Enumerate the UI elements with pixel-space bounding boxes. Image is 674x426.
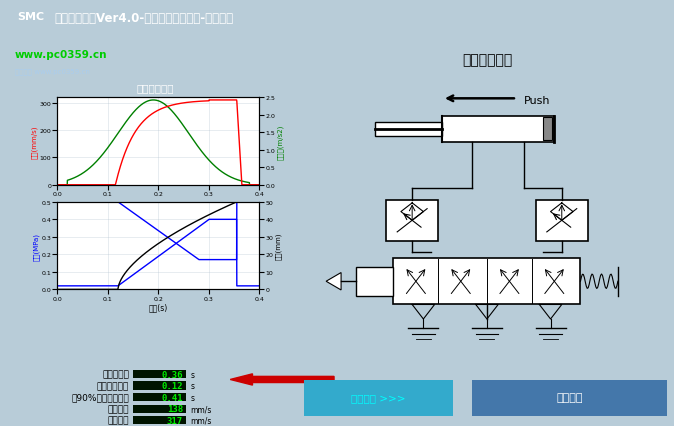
FancyArrow shape — [231, 374, 334, 385]
Bar — [133, 405, 186, 413]
Text: 平均速度: 平均速度 — [107, 404, 129, 413]
Polygon shape — [326, 273, 341, 290]
Text: 达90%的输出力时间: 达90%的输出力时间 — [71, 393, 129, 402]
Bar — [356, 267, 394, 296]
Text: 选型结果: 选型结果 — [556, 392, 582, 402]
Text: 317: 317 — [167, 416, 183, 425]
Text: Push: Push — [524, 95, 551, 106]
Bar — [304, 380, 454, 416]
Text: 最大速度: 最大速度 — [107, 416, 129, 425]
Bar — [543, 118, 553, 141]
Text: 更改型号 >>>: 更改型号 >>> — [351, 392, 406, 402]
Text: s: s — [191, 370, 195, 379]
Bar — [375, 122, 442, 137]
Y-axis label: 速度(mm/s): 速度(mm/s) — [31, 125, 38, 158]
Y-axis label: 加速度(m/s2): 加速度(m/s2) — [277, 124, 284, 159]
Text: 全行程时间: 全行程时间 — [102, 370, 129, 379]
Bar — [133, 370, 186, 378]
Text: 138: 138 — [167, 404, 183, 413]
Y-axis label: 位移(mm): 位移(mm) — [275, 232, 282, 260]
Bar — [536, 201, 588, 241]
Text: s: s — [191, 393, 195, 402]
Y-axis label: 压力(MPa): 压力(MPa) — [33, 232, 40, 260]
Text: SMC: SMC — [17, 12, 44, 22]
Text: mm/s: mm/s — [191, 416, 212, 425]
Bar — [133, 416, 186, 424]
Text: 气动选型程序Ver4.0-气动系统元件选型-元件选型: 气动选型程序Ver4.0-气动系统元件选型-元件选型 — [54, 12, 233, 25]
X-axis label: 时间(s): 时间(s) — [149, 302, 168, 311]
Bar — [442, 116, 554, 143]
Text: 活塞始动时间: 活塞始动时间 — [97, 381, 129, 390]
Text: s: s — [191, 381, 195, 390]
Bar — [133, 393, 186, 401]
Text: 0.12: 0.12 — [162, 381, 183, 390]
Text: www.pc0359.cn: www.pc0359.cn — [15, 50, 107, 60]
Bar — [386, 201, 438, 241]
Text: 0.36: 0.36 — [162, 370, 183, 379]
Text: 0.41: 0.41 — [162, 393, 183, 402]
Bar — [133, 382, 186, 390]
Text: 选型计算结果: 选型计算结果 — [462, 53, 512, 66]
Text: 软件下载 www.pc0359.cn: 软件下载 www.pc0359.cn — [15, 68, 90, 75]
Bar — [394, 259, 580, 305]
Bar — [472, 380, 667, 416]
Text: 系统特性曲线: 系统特性曲线 — [136, 83, 174, 93]
Text: mm/s: mm/s — [191, 404, 212, 413]
